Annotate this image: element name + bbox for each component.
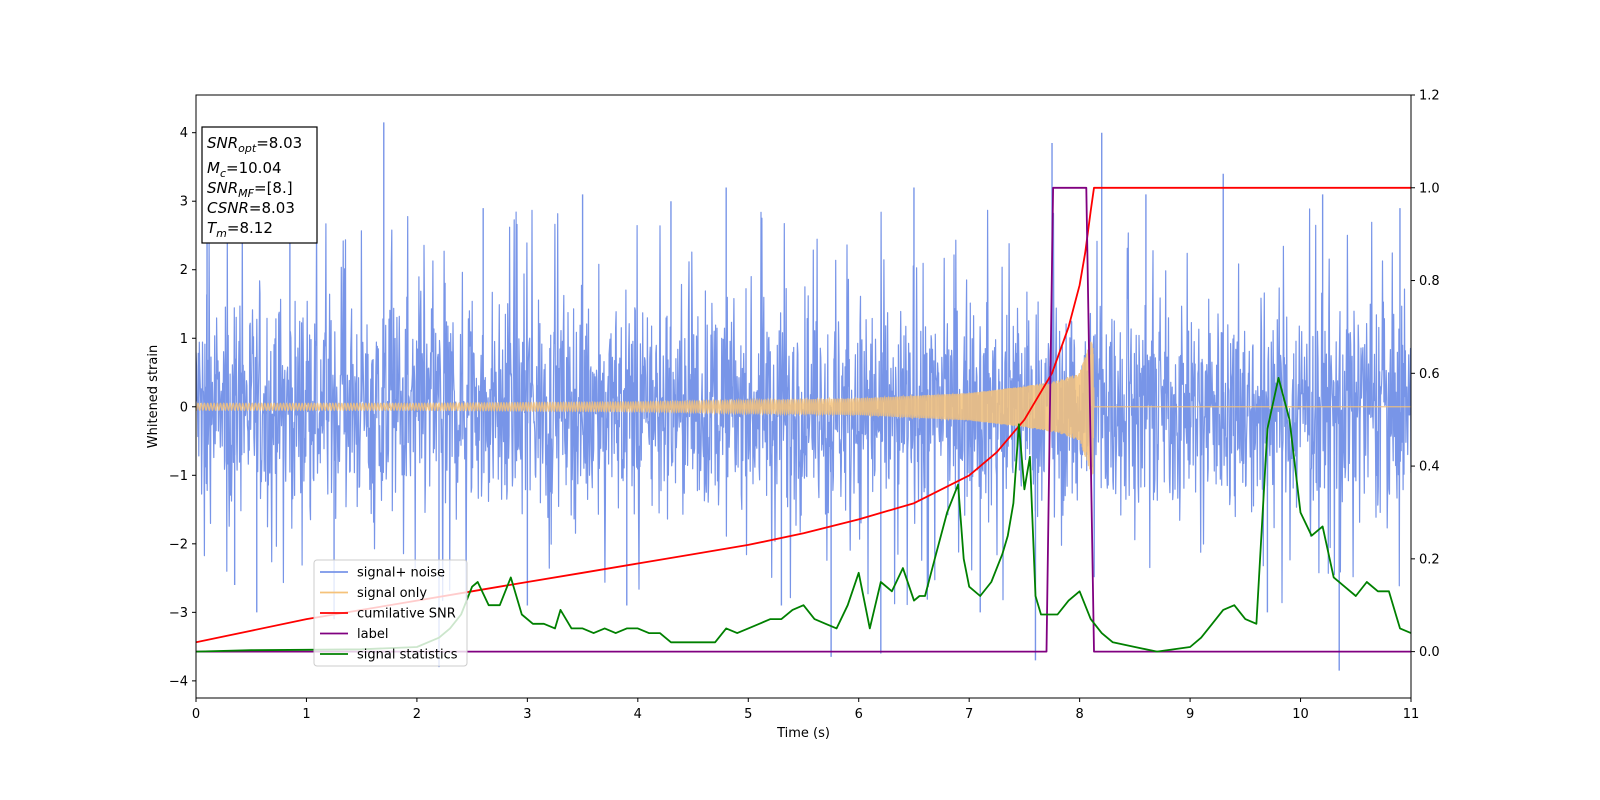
series-label <box>196 186 1411 653</box>
x-tick-label: 2 <box>413 707 421 722</box>
y-left-tick-label: −1 <box>169 469 188 484</box>
y-left-tick-label: 2 <box>180 263 188 278</box>
y-axis-label: Whitened strain <box>146 345 161 448</box>
legend-item-signal-noise: signal+ noise <box>320 566 445 581</box>
y-left-tick-label: 1 <box>180 332 188 347</box>
x-tick-label: 6 <box>855 707 863 722</box>
legend-item-signal-statistics: signal statistics <box>320 648 458 663</box>
x-tick-label: 4 <box>634 707 642 722</box>
legend-frame <box>313 559 468 667</box>
y-left-tick-label: 3 <box>180 195 188 210</box>
series-signal-only <box>196 341 1411 476</box>
legend-item-cumilative-snr: cumilative SNR <box>320 607 456 622</box>
x-tick-label: 8 <box>1075 707 1083 722</box>
y-left-tick-label: −2 <box>169 537 188 552</box>
info-box-frame <box>201 126 318 244</box>
info-box: SNRopt=8.03 Mc=10.04 SNRMF=[8.] CSNR=8.0… <box>201 126 318 244</box>
y-right-tick-label: 0.8 <box>1419 274 1440 289</box>
y-right-tick-label: 1.2 <box>1419 89 1440 104</box>
x-tick-label: 7 <box>965 707 973 722</box>
y-left-tick-label: 0 <box>180 400 188 415</box>
legend-label: label <box>357 627 388 642</box>
legend-label: cumilative SNR <box>357 607 456 622</box>
legend-label: signal+ noise <box>357 566 445 581</box>
info-snr-mf: SNRMF=[8.] <box>207 179 293 200</box>
y-right-tick-label: 0.6 <box>1419 367 1440 382</box>
x-axis-label: Time (s) <box>776 726 830 741</box>
y-left-tick-label: −4 <box>169 674 188 689</box>
ticks-layer: 0 1 2 3 4 5 6 7 8 9 10 11 −4 −3 −2 −1 0 1 2 3 4 0.0 0.2 0.4 0.6 0… <box>169 89 1440 723</box>
x-tick-label: 9 <box>1186 707 1194 722</box>
series-signal-noise <box>196 208 1411 606</box>
x-tick-label: 11 <box>1403 707 1420 722</box>
x-tick-label: 10 <box>1292 707 1309 722</box>
info-snr-opt: SNRopt=8.03 <box>207 134 302 155</box>
x-tick-label: 1 <box>302 707 310 722</box>
info-csnr: CSNR=8.03 <box>207 199 295 217</box>
legend-label: signal statistics <box>357 648 458 663</box>
series-signal-statistics <box>196 377 1411 653</box>
x-tick-label: 5 <box>744 707 752 722</box>
legend-label: signal only <box>357 586 427 601</box>
legend-item-label: label <box>320 627 388 642</box>
info-tm: Tm=8.12 <box>207 219 273 240</box>
y-left-tick-label: 4 <box>180 126 188 141</box>
x-tick-label: 0 <box>192 707 200 722</box>
axes-frame <box>195 94 1412 699</box>
y-right-tick-label: 0.4 <box>1419 460 1440 475</box>
legend-item-signal-only: signal only <box>320 586 427 601</box>
y-left-tick-label: −3 <box>169 606 188 621</box>
y-right-tick-label: 0.2 <box>1419 552 1440 567</box>
y-right-tick-label: 0.0 <box>1419 645 1440 660</box>
x-tick-label: 3 <box>523 707 531 722</box>
info-mc: Mc=10.04 <box>207 159 282 180</box>
legend: signal+ noise signal only cumilative SNR la… <box>313 559 468 667</box>
y-right-tick-label: 1.0 <box>1419 181 1440 196</box>
